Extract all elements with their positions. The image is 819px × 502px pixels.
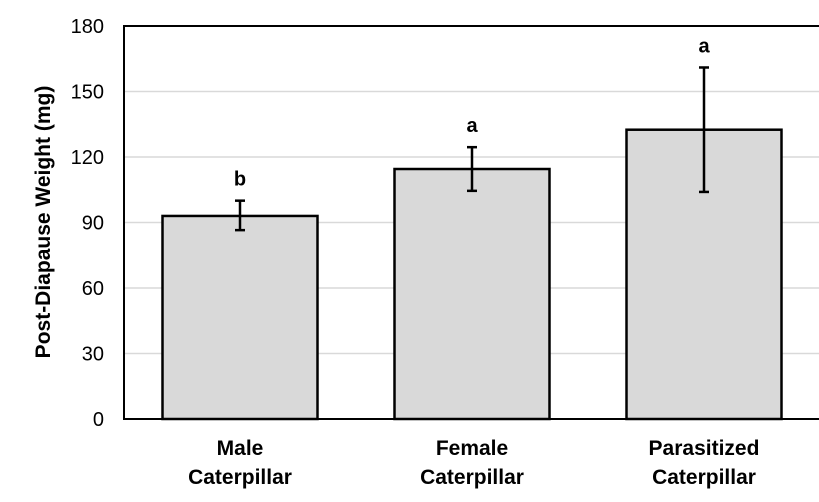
significance-label: a [466,115,478,137]
bar [393,167,551,421]
y-axis-label: Post-Diapause Weight (mg) [32,86,55,359]
significance-label: a [698,35,710,57]
x-axis-categories: Male Caterpillar Female Caterpillar Parasiti… [188,437,759,489]
y-tick-label: 150 [71,82,104,104]
x-category-label: Caterpillar [188,466,292,489]
y-tick-label: 120 [71,147,104,169]
x-category-label: Male [217,437,264,460]
plot-area-frame [123,25,819,420]
significance-label: b [234,169,246,191]
x-category-label: Parasitized [649,437,760,460]
y-axis-ticks: 0 30 60 90 120 150 180 [71,16,104,431]
y-tick-label: 30 [82,344,104,366]
x-category-label: Caterpillar [652,466,756,489]
error-bars [235,66,709,232]
significance-labels: b a a [234,35,711,190]
y-tick-label: 60 [82,278,104,300]
y-tick-label: 180 [71,16,104,38]
x-category-label: Female [436,437,508,460]
x-category-label: Caterpillar [420,466,524,489]
y-tick-label: 90 [82,213,104,235]
bar [161,214,319,421]
y-tick-label: 0 [93,409,104,431]
